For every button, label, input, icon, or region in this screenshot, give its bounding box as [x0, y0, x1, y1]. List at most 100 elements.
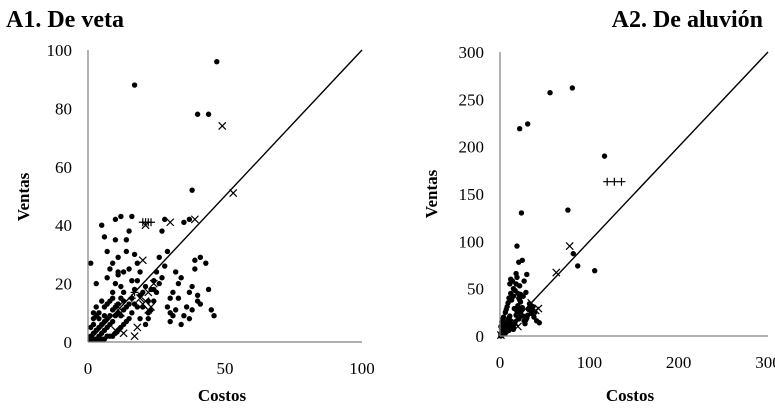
data-point-dot [131, 301, 138, 307]
data-point-dot [175, 295, 182, 301]
x-tick-label: 0 [84, 359, 93, 378]
data-point-plus [127, 294, 136, 303]
data-point-dot [99, 298, 105, 304]
data-point-dot [115, 269, 121, 275]
data-point-dot [183, 304, 190, 310]
data-point-dot [151, 298, 157, 304]
data-point-dot [123, 248, 130, 255]
data-point-dot [99, 222, 105, 228]
data-point-dot [118, 283, 124, 290]
data-point-dot [123, 237, 130, 243]
data-point-dot [513, 281, 519, 287]
data-point-dot [510, 326, 517, 333]
data-point-dot [167, 295, 173, 301]
data-point-dot [170, 313, 176, 319]
data-point-dot [134, 260, 141, 266]
data-point-dot [504, 303, 510, 310]
data-point-dot [189, 187, 195, 193]
data-point-cross [133, 323, 142, 332]
data-point-plus [147, 218, 156, 227]
reference-line [499, 51, 769, 337]
data-point-dot [109, 318, 116, 325]
data-point-dot [131, 82, 138, 88]
data-point-dot [536, 320, 543, 326]
x-tick-label: 50 [217, 359, 234, 378]
data-point-dot [205, 111, 212, 117]
data-point-dot [115, 254, 121, 261]
data-point-dot [96, 310, 102, 316]
data-point-dot [115, 301, 121, 307]
y-tick-label: 100 [459, 232, 485, 251]
data-point-cross [527, 298, 536, 307]
data-point-dot [178, 321, 184, 328]
data-point-dot [172, 307, 179, 313]
data-point-plus [603, 177, 612, 186]
data-point-cross [144, 288, 153, 297]
y-axis-title-a1: Ventas [14, 172, 33, 221]
data-point-dot [120, 269, 127, 275]
data-point-dot [516, 125, 523, 132]
data-point-dot [142, 321, 149, 328]
x-tick-label: 100 [349, 359, 375, 378]
y-tick-label: 20 [55, 275, 72, 294]
panel-title-a1: A1. De veta [6, 7, 124, 33]
data-point-dot [112, 216, 119, 223]
data-point-dot [565, 207, 571, 213]
data-point-dot [159, 228, 165, 234]
data-point-dot [518, 210, 525, 216]
data-point-cross [114, 302, 123, 311]
data-point-dot [569, 85, 576, 91]
panel-title-a2: A2. De aluvión [612, 7, 763, 33]
data-point-dot [129, 213, 135, 220]
data-point-dot [159, 275, 165, 281]
data-point-dot [164, 304, 171, 310]
x-tick-label: 200 [666, 353, 692, 372]
y-tick-label: 200 [459, 138, 485, 157]
data-point-plus [610, 177, 619, 186]
data-point-dot [107, 313, 113, 319]
data-point-dot [134, 277, 141, 284]
data-point-dot [109, 289, 116, 296]
data-point-dot [524, 121, 531, 127]
data-point-dot [118, 213, 124, 220]
data-point-dot [112, 280, 119, 287]
data-point-dot [137, 269, 143, 275]
reference-line [87, 49, 363, 343]
data-point-cross [138, 300, 147, 309]
data-point-dot [519, 304, 526, 311]
data-point-dot [93, 280, 99, 287]
data-point-dot [524, 271, 530, 278]
data-point-dot [194, 292, 201, 298]
data-point-dot [104, 275, 110, 281]
data-point-dot [156, 254, 162, 261]
data-point-dot [164, 248, 171, 255]
data-point-dot [515, 303, 521, 309]
data-point-dot [186, 216, 193, 223]
data-point-dot [137, 315, 143, 322]
data-point-cross [138, 256, 147, 265]
data-point-dot [510, 293, 517, 299]
x-axis-title-a1: Costos [198, 386, 247, 405]
data-point-dot [142, 283, 149, 290]
x-tick-label: 100 [577, 353, 603, 372]
data-point-plus [617, 177, 626, 186]
data-point-dot [181, 219, 187, 225]
data-point-dot [507, 313, 513, 319]
data-point-dot [145, 310, 151, 316]
data-point-cross [130, 332, 139, 341]
data-point-dot [521, 278, 527, 284]
data-point-dot [514, 243, 520, 249]
data-point-dot [531, 314, 537, 320]
data-point-dot [192, 257, 198, 263]
data-point-cross [111, 326, 120, 335]
y-tick-label: 0 [64, 333, 73, 352]
data-point-dot [197, 254, 204, 261]
data-point-dot [601, 153, 608, 159]
y-tick-label: 80 [55, 99, 72, 118]
data-point-cross [116, 308, 125, 317]
data-point-cross [513, 322, 522, 331]
data-point-dot [153, 269, 160, 275]
data-point-cross [136, 294, 145, 303]
y-tick-label: 50 [467, 280, 484, 299]
